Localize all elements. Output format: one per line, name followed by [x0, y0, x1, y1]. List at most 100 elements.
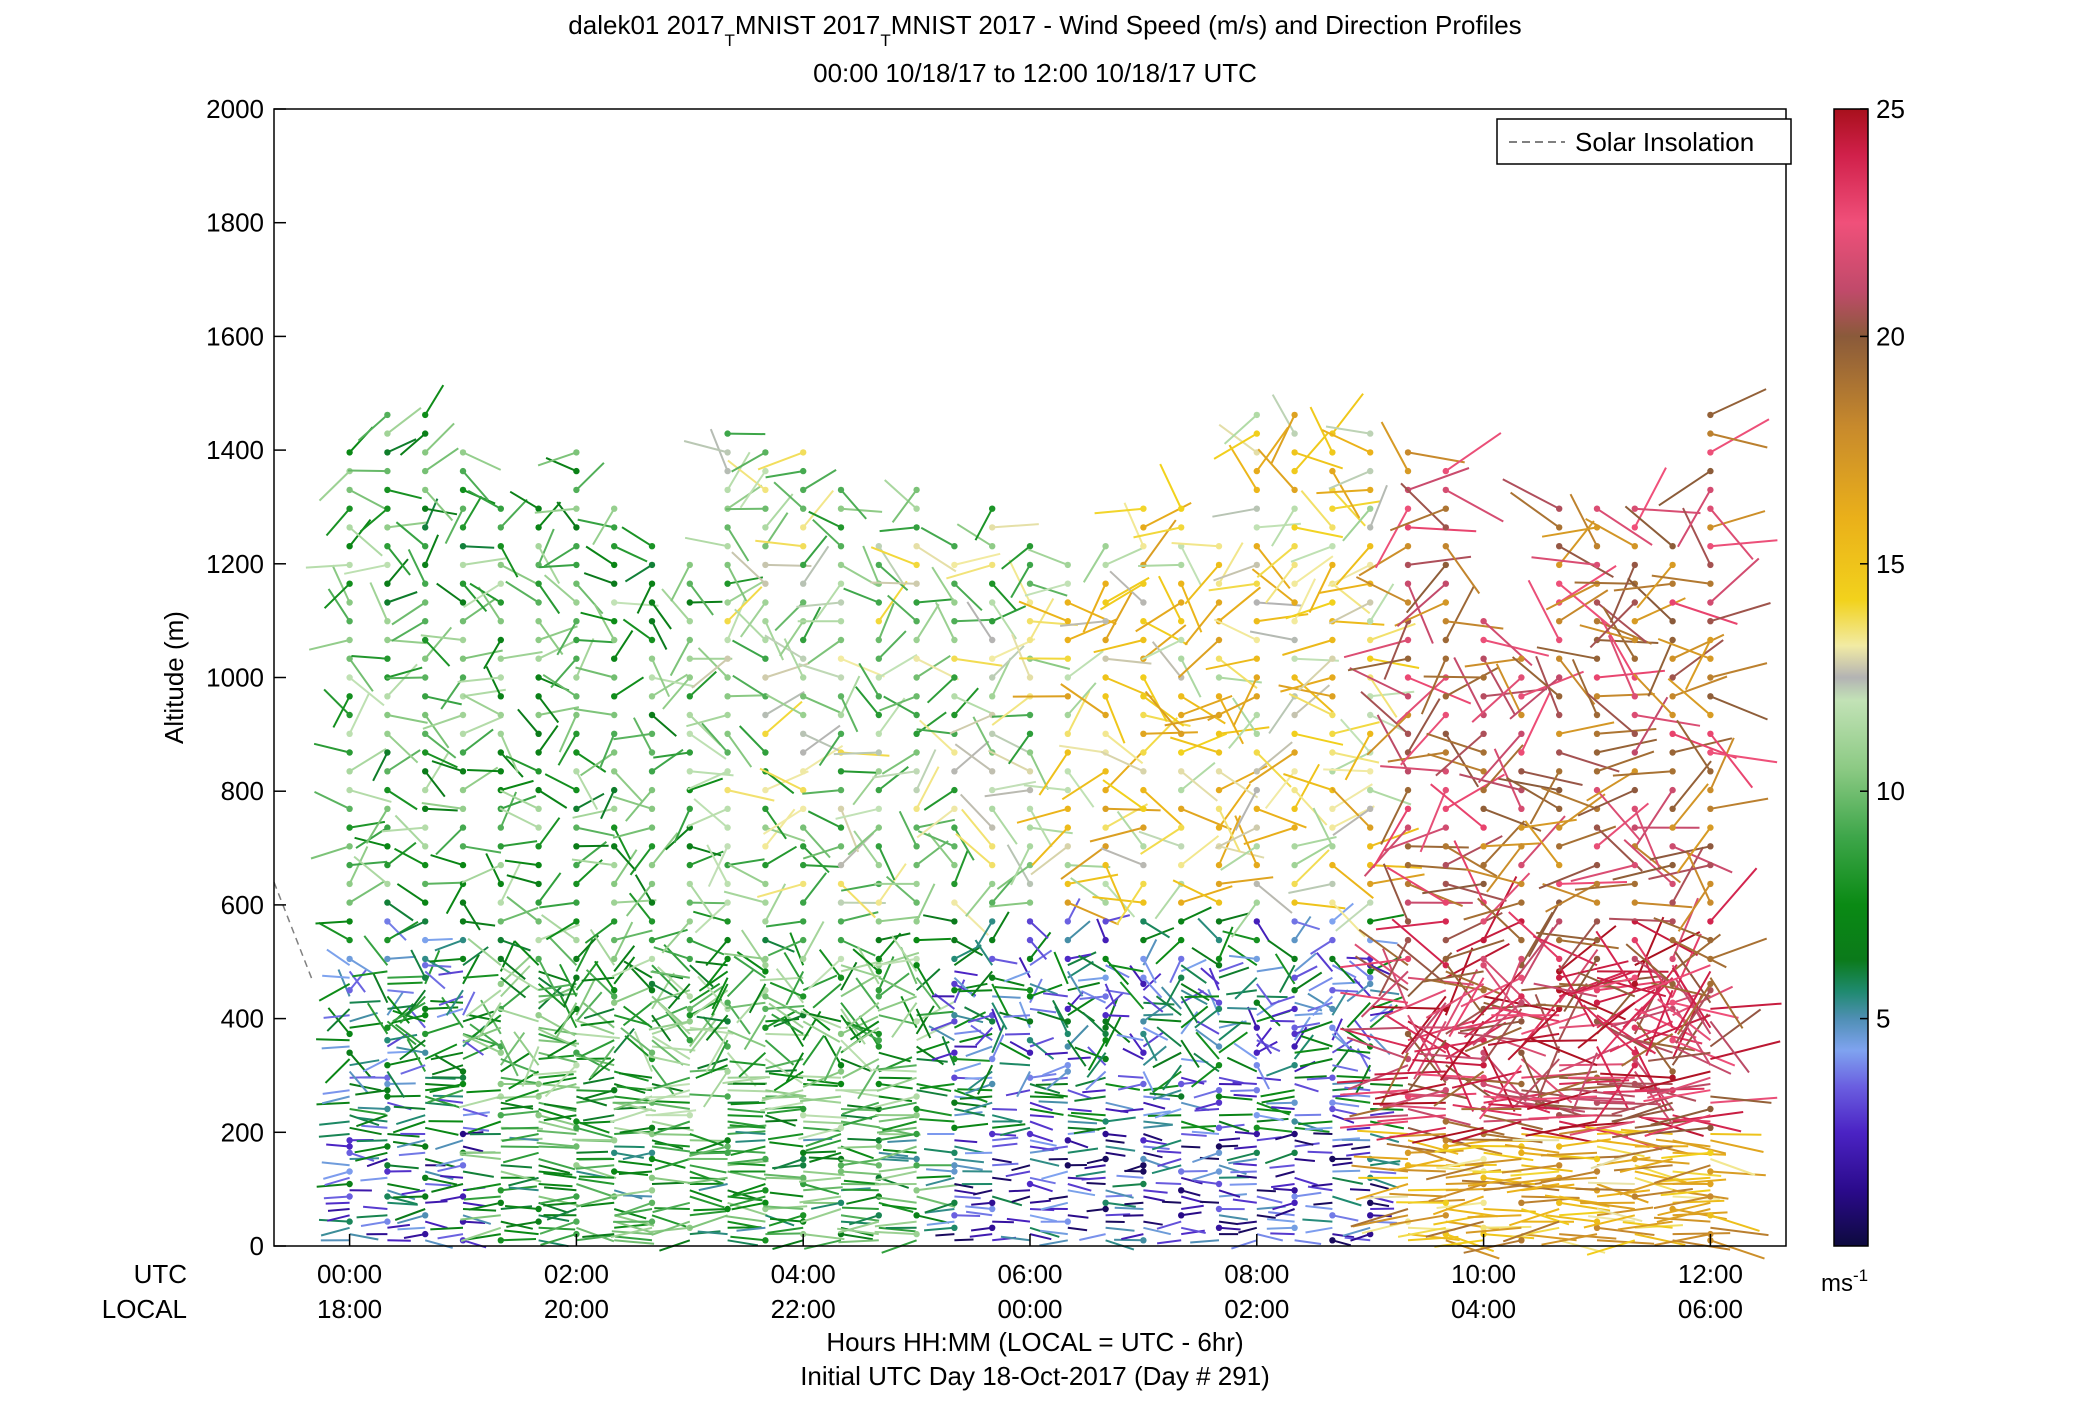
wind-barb — [1332, 1176, 1363, 1185]
wind-barb — [436, 1007, 464, 1019]
wind-barb — [1256, 966, 1285, 973]
wind-barb — [727, 1114, 764, 1118]
wind-point — [611, 786, 618, 794]
wind-point — [1518, 993, 1525, 1000]
wind-point — [1593, 749, 1601, 756]
wind-point — [1442, 1087, 1450, 1094]
wind-barb — [1029, 1233, 1052, 1241]
wind-barb — [1313, 1132, 1333, 1135]
wind-point — [875, 674, 882, 681]
wind-point — [1064, 674, 1072, 681]
wind-point — [1707, 1212, 1714, 1219]
wind-barb — [1611, 1095, 1673, 1116]
wind-point — [1026, 805, 1034, 812]
wind-point — [1102, 824, 1109, 831]
wind-barb — [1105, 1239, 1135, 1251]
wind-barb — [326, 948, 351, 967]
wind-point — [686, 861, 693, 869]
wind-point — [1707, 955, 1714, 963]
wind-point — [573, 880, 580, 888]
wind-barb — [1105, 1083, 1141, 1091]
wind-barb — [1672, 845, 1733, 874]
wind-barb — [1164, 714, 1220, 727]
wind-barb — [545, 920, 577, 941]
wind-barb — [1256, 613, 1309, 623]
wind-barb — [1541, 526, 1598, 538]
wind-barb — [1234, 1131, 1257, 1135]
wind-barb — [1353, 1155, 1409, 1160]
wind-barb — [1419, 1052, 1484, 1060]
wind-barb — [1275, 1133, 1295, 1141]
wind-barb — [1330, 787, 1371, 829]
wind-point — [875, 636, 882, 644]
wind-barb — [1117, 1083, 1144, 1091]
wind-barb — [424, 1220, 448, 1229]
profile-0740 — [1164, 542, 1274, 1244]
wind-barb — [1328, 470, 1371, 490]
wind-barb — [953, 939, 983, 957]
wind-barb — [506, 896, 540, 923]
wind-barb — [1271, 1106, 1295, 1110]
wind-barb — [1335, 901, 1371, 932]
wind-barb — [648, 1020, 690, 1031]
wind-barb — [736, 1226, 766, 1232]
wind-point — [648, 543, 656, 550]
wind-barb — [802, 872, 827, 904]
wind-barb — [1104, 591, 1133, 641]
wind-barb — [1018, 600, 1069, 623]
wind-barb — [1066, 770, 1095, 808]
wind-barb — [613, 985, 653, 1004]
wind-barb — [841, 882, 879, 892]
wind-barb — [614, 1239, 655, 1245]
wind-barb — [1627, 577, 1674, 622]
wind-barb — [1460, 1077, 1522, 1085]
wind-barb — [576, 1195, 615, 1208]
wind-barb — [818, 948, 842, 979]
wind-point — [762, 824, 769, 831]
wind-barb — [499, 1039, 519, 1077]
wind-point — [1329, 899, 1336, 906]
wind-barb — [1536, 646, 1598, 660]
wind-barb — [1256, 1126, 1293, 1133]
wind-barb — [727, 694, 769, 698]
wind-barb — [1180, 694, 1233, 716]
wind-point — [648, 580, 656, 587]
wind-point — [1064, 955, 1072, 963]
wind-point — [686, 561, 693, 569]
wind-point — [497, 824, 504, 831]
wind-barb — [1596, 1208, 1643, 1223]
wind-point — [686, 711, 693, 719]
wind-point — [1102, 1118, 1109, 1125]
wind-barb — [1634, 1139, 1691, 1155]
wind-barb — [305, 563, 350, 569]
wind-barb — [1023, 784, 1068, 792]
wind-barb — [1031, 826, 1069, 866]
wind-barb — [1122, 1047, 1144, 1060]
wind-barb — [1256, 883, 1293, 914]
wind-point — [1631, 693, 1639, 700]
wind-point — [422, 711, 429, 719]
wind-barb — [1029, 1095, 1064, 1099]
wind-point — [648, 1130, 656, 1138]
wind-point — [686, 618, 693, 625]
wind-barb — [1193, 1089, 1220, 1099]
wind-barb — [391, 601, 426, 626]
wind-barb — [915, 883, 936, 922]
wind-barb — [1366, 714, 1409, 756]
wind-barb — [1444, 1046, 1475, 1112]
wind-barb — [1008, 1189, 1031, 1193]
wind-barb — [1227, 944, 1258, 967]
wind-point — [686, 730, 693, 737]
wind-barb — [1672, 1239, 1731, 1251]
wind-barb — [499, 545, 519, 578]
wind-barb — [505, 755, 540, 773]
wind-point — [535, 861, 542, 869]
wind-point — [1480, 987, 1487, 994]
profile-0920 — [1336, 421, 1477, 1242]
wind-barb — [768, 1002, 804, 1029]
wind-barb — [731, 551, 767, 585]
wind-barb — [765, 1032, 809, 1037]
wind-point — [384, 505, 391, 512]
wind-barb — [1294, 1191, 1322, 1198]
wind-point — [384, 411, 391, 419]
